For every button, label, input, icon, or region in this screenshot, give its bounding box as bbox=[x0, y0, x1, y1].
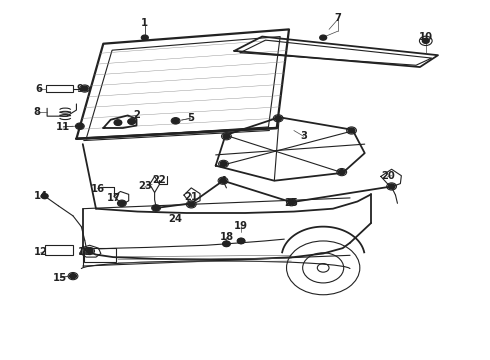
Text: 25: 25 bbox=[285, 198, 298, 208]
Text: 17: 17 bbox=[107, 193, 121, 203]
Circle shape bbox=[81, 86, 88, 91]
Text: 18: 18 bbox=[220, 232, 234, 242]
Circle shape bbox=[320, 35, 327, 40]
Text: 4: 4 bbox=[220, 176, 226, 186]
Bar bbox=[84, 248, 116, 262]
Text: 22: 22 bbox=[152, 175, 167, 185]
Circle shape bbox=[348, 128, 355, 133]
Circle shape bbox=[188, 202, 195, 207]
Circle shape bbox=[220, 161, 227, 166]
Circle shape bbox=[153, 206, 159, 211]
Circle shape bbox=[223, 241, 230, 246]
Circle shape bbox=[119, 201, 125, 206]
Circle shape bbox=[220, 178, 226, 183]
Circle shape bbox=[128, 119, 135, 124]
Circle shape bbox=[288, 200, 295, 205]
Text: 10: 10 bbox=[419, 32, 433, 41]
Text: 6: 6 bbox=[35, 84, 42, 94]
Circle shape bbox=[115, 120, 122, 125]
Circle shape bbox=[86, 248, 93, 253]
Text: 16: 16 bbox=[90, 184, 104, 194]
Text: 3: 3 bbox=[300, 131, 307, 141]
Circle shape bbox=[388, 184, 395, 189]
Bar bbox=[45, 244, 73, 255]
Circle shape bbox=[338, 170, 345, 175]
Circle shape bbox=[172, 118, 179, 123]
Circle shape bbox=[76, 124, 83, 129]
Text: 12: 12 bbox=[34, 247, 48, 257]
Circle shape bbox=[70, 274, 76, 279]
Circle shape bbox=[422, 39, 429, 43]
Text: 14: 14 bbox=[34, 191, 48, 201]
Text: 1: 1 bbox=[141, 18, 148, 28]
Circle shape bbox=[41, 194, 48, 199]
Text: 9: 9 bbox=[76, 84, 83, 94]
Text: 15: 15 bbox=[53, 273, 67, 283]
Text: 5: 5 bbox=[187, 113, 194, 123]
Text: 23: 23 bbox=[138, 181, 152, 192]
Text: 8: 8 bbox=[34, 107, 41, 117]
Text: 2: 2 bbox=[133, 111, 140, 121]
Bar bbox=[46, 85, 73, 92]
Text: 19: 19 bbox=[234, 221, 248, 231]
Circle shape bbox=[275, 116, 282, 121]
Text: 24: 24 bbox=[169, 215, 183, 224]
Circle shape bbox=[238, 238, 245, 243]
Text: 11: 11 bbox=[56, 122, 71, 132]
Text: 21: 21 bbox=[184, 192, 198, 202]
Text: 20: 20 bbox=[381, 171, 394, 181]
Text: 7: 7 bbox=[334, 13, 341, 23]
Circle shape bbox=[223, 134, 230, 139]
Text: 13: 13 bbox=[78, 247, 92, 257]
Circle shape bbox=[142, 35, 148, 40]
